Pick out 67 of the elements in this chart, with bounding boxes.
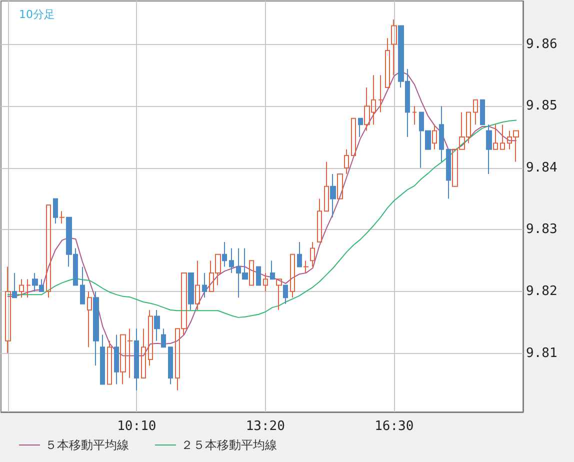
legend-label: ２５本移動平均線	[181, 438, 277, 452]
candlestick	[256, 266, 261, 286]
candlestick	[473, 99, 478, 126]
candlestick	[297, 242, 302, 268]
line-series	[7, 120, 517, 318]
candlestick	[12, 272, 17, 298]
y-tick-label: 9.86	[526, 36, 558, 52]
candlestick	[486, 124, 492, 175]
candlestick	[439, 106, 444, 162]
candlestick	[53, 198, 58, 224]
candlestick	[114, 334, 119, 385]
candlestick	[59, 210, 65, 224]
candlestick	[283, 284, 288, 304]
candlestick	[378, 74, 383, 113]
candlestick	[270, 260, 275, 280]
candlestick	[310, 242, 315, 268]
candlestick	[26, 278, 31, 298]
candlestick	[229, 248, 234, 274]
candlestick	[330, 174, 336, 218]
candlestick	[391, 19, 397, 76]
y-tick-label: 9.83	[526, 222, 558, 238]
candlestick	[134, 328, 139, 391]
candlestick	[263, 272, 268, 292]
candlestick	[412, 106, 417, 126]
x-tick-label: 10:10	[117, 419, 156, 434]
candlestick	[100, 334, 105, 385]
line-series	[7, 70, 517, 356]
candlestick	[5, 266, 11, 354]
candlestick	[480, 99, 485, 126]
candlestick	[493, 124, 498, 150]
candlestick	[222, 242, 227, 268]
candlestick	[154, 310, 160, 342]
candlestick	[500, 124, 505, 150]
candlestick	[161, 328, 166, 348]
candlestick	[276, 278, 282, 311]
candlestick	[303, 260, 309, 274]
y-tick-label: 9.81	[526, 346, 558, 361]
candlestick	[107, 340, 112, 385]
candlestick	[80, 266, 85, 304]
legend-label: ５本移動平均線	[45, 438, 129, 452]
candlestick	[317, 198, 322, 243]
y-tick-label: 9.84	[526, 160, 558, 176]
y-tick-label: 9.85	[526, 98, 558, 114]
candlestick	[188, 272, 194, 311]
candlestick	[195, 260, 200, 311]
x-tick-label: 13:20	[246, 419, 285, 434]
candlestick	[202, 272, 207, 298]
candlestick	[93, 290, 99, 366]
text: 10分足	[19, 8, 55, 21]
candlestick	[344, 148, 349, 175]
candlestick	[351, 118, 356, 156]
candlestick	[249, 260, 254, 286]
x-tick-label: 16:30	[374, 419, 414, 434]
candlestick	[337, 174, 343, 200]
candlestick	[324, 161, 329, 212]
candlestick	[358, 118, 363, 138]
y-tick-label: 9.82	[526, 284, 558, 299]
candlestick	[148, 310, 153, 366]
candlestick	[446, 148, 451, 200]
candlestick	[87, 290, 92, 348]
candlestick	[141, 328, 146, 379]
candlestick	[385, 38, 390, 88]
candlestick	[290, 254, 295, 298]
candlestick	[46, 204, 51, 298]
candlestick	[168, 346, 173, 385]
candlestick	[19, 278, 24, 298]
candlestick	[432, 124, 437, 150]
